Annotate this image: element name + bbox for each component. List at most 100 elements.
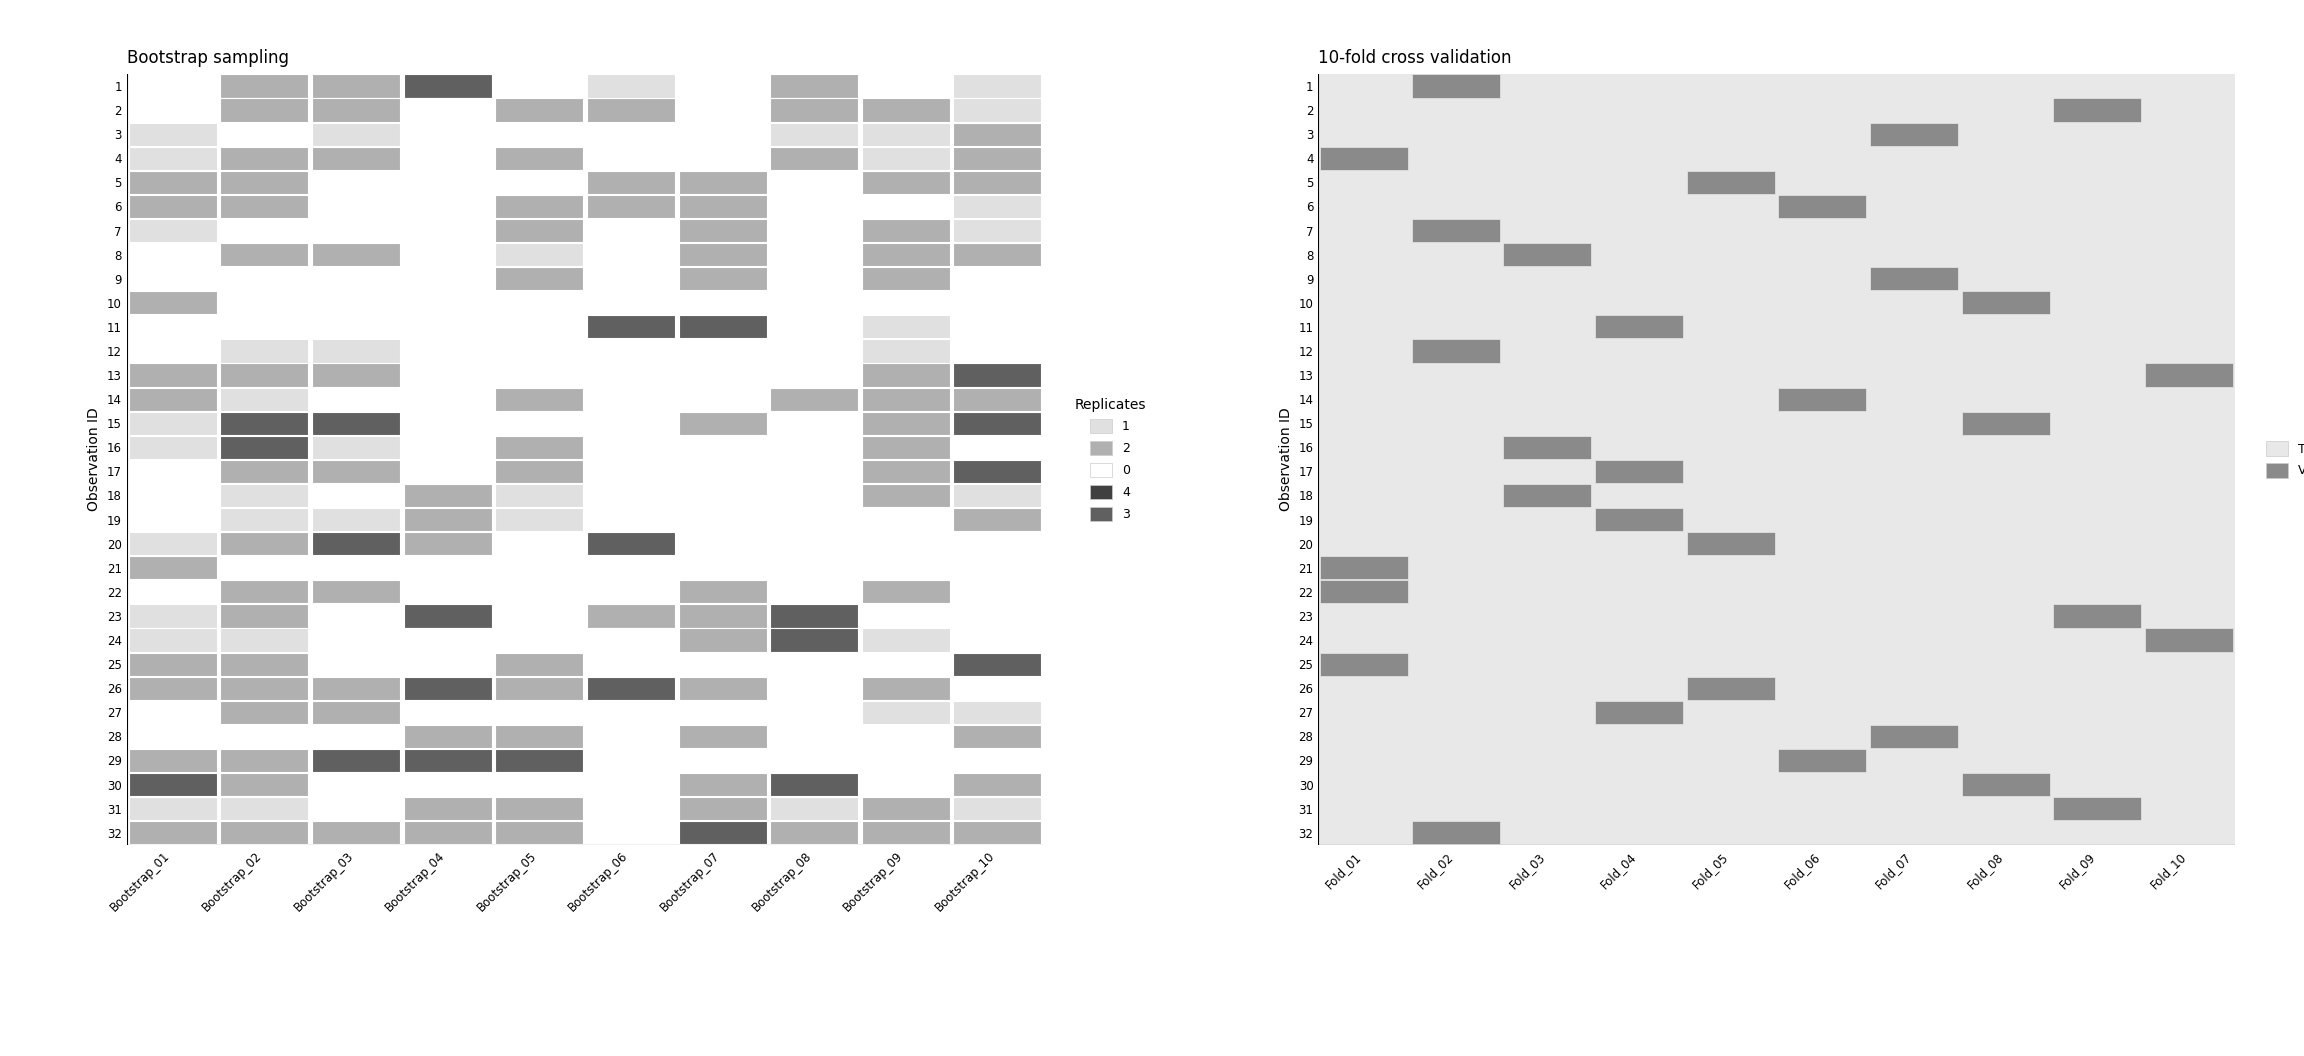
FancyBboxPatch shape — [1594, 508, 1684, 531]
FancyBboxPatch shape — [221, 773, 309, 796]
FancyBboxPatch shape — [588, 98, 675, 121]
FancyBboxPatch shape — [403, 484, 491, 507]
FancyBboxPatch shape — [862, 604, 949, 627]
FancyBboxPatch shape — [311, 581, 401, 603]
FancyBboxPatch shape — [954, 98, 1041, 121]
FancyBboxPatch shape — [954, 388, 1041, 411]
FancyBboxPatch shape — [862, 653, 949, 676]
FancyBboxPatch shape — [311, 628, 401, 652]
FancyBboxPatch shape — [677, 363, 767, 386]
FancyBboxPatch shape — [588, 147, 675, 170]
FancyBboxPatch shape — [954, 628, 1041, 652]
FancyBboxPatch shape — [770, 388, 857, 411]
FancyBboxPatch shape — [403, 243, 491, 266]
FancyBboxPatch shape — [129, 749, 217, 772]
Text: 10-fold cross validation: 10-fold cross validation — [1318, 49, 1511, 67]
FancyBboxPatch shape — [495, 459, 583, 483]
FancyBboxPatch shape — [403, 581, 491, 603]
FancyBboxPatch shape — [311, 363, 401, 386]
FancyBboxPatch shape — [862, 532, 949, 555]
FancyBboxPatch shape — [403, 74, 491, 97]
FancyBboxPatch shape — [862, 459, 949, 483]
FancyBboxPatch shape — [862, 243, 949, 266]
FancyBboxPatch shape — [588, 243, 675, 266]
FancyBboxPatch shape — [954, 701, 1041, 723]
FancyBboxPatch shape — [588, 508, 675, 531]
FancyBboxPatch shape — [588, 628, 675, 652]
FancyBboxPatch shape — [311, 74, 401, 97]
FancyBboxPatch shape — [770, 604, 857, 627]
FancyBboxPatch shape — [954, 339, 1041, 362]
FancyBboxPatch shape — [954, 243, 1041, 266]
FancyBboxPatch shape — [588, 773, 675, 796]
FancyBboxPatch shape — [311, 701, 401, 723]
FancyBboxPatch shape — [129, 604, 217, 627]
FancyBboxPatch shape — [495, 339, 583, 362]
FancyBboxPatch shape — [770, 243, 857, 266]
FancyBboxPatch shape — [862, 581, 949, 603]
FancyBboxPatch shape — [2053, 797, 2140, 821]
FancyBboxPatch shape — [954, 459, 1041, 483]
FancyBboxPatch shape — [1961, 773, 2051, 796]
FancyBboxPatch shape — [495, 267, 583, 290]
FancyBboxPatch shape — [221, 388, 309, 411]
FancyBboxPatch shape — [403, 147, 491, 170]
FancyBboxPatch shape — [221, 436, 309, 459]
FancyBboxPatch shape — [1687, 171, 1774, 194]
FancyBboxPatch shape — [770, 267, 857, 290]
FancyBboxPatch shape — [129, 724, 217, 748]
FancyBboxPatch shape — [770, 171, 857, 194]
FancyBboxPatch shape — [495, 219, 583, 242]
FancyBboxPatch shape — [677, 195, 767, 218]
FancyBboxPatch shape — [311, 724, 401, 748]
FancyBboxPatch shape — [588, 436, 675, 459]
FancyBboxPatch shape — [495, 171, 583, 194]
FancyBboxPatch shape — [495, 653, 583, 676]
FancyBboxPatch shape — [2145, 628, 2233, 652]
FancyBboxPatch shape — [403, 98, 491, 121]
FancyBboxPatch shape — [129, 195, 217, 218]
FancyBboxPatch shape — [221, 316, 309, 338]
FancyBboxPatch shape — [862, 74, 949, 97]
FancyBboxPatch shape — [221, 363, 309, 386]
FancyBboxPatch shape — [221, 484, 309, 507]
FancyBboxPatch shape — [677, 243, 767, 266]
FancyBboxPatch shape — [677, 797, 767, 821]
FancyBboxPatch shape — [770, 773, 857, 796]
FancyBboxPatch shape — [129, 291, 217, 315]
FancyBboxPatch shape — [677, 219, 767, 242]
FancyBboxPatch shape — [677, 339, 767, 362]
FancyBboxPatch shape — [1320, 581, 1408, 603]
FancyBboxPatch shape — [1961, 291, 2051, 315]
FancyBboxPatch shape — [588, 653, 675, 676]
FancyBboxPatch shape — [1871, 267, 1958, 290]
FancyBboxPatch shape — [495, 701, 583, 723]
FancyBboxPatch shape — [954, 581, 1041, 603]
FancyBboxPatch shape — [495, 243, 583, 266]
FancyBboxPatch shape — [403, 532, 491, 555]
FancyBboxPatch shape — [221, 653, 309, 676]
FancyBboxPatch shape — [677, 557, 767, 580]
FancyBboxPatch shape — [129, 388, 217, 411]
FancyBboxPatch shape — [677, 677, 767, 700]
FancyBboxPatch shape — [403, 797, 491, 821]
FancyBboxPatch shape — [311, 171, 401, 194]
FancyBboxPatch shape — [770, 797, 857, 821]
FancyBboxPatch shape — [1505, 243, 1592, 266]
FancyBboxPatch shape — [129, 412, 217, 435]
FancyBboxPatch shape — [588, 459, 675, 483]
FancyBboxPatch shape — [129, 243, 217, 266]
FancyBboxPatch shape — [129, 653, 217, 676]
FancyBboxPatch shape — [770, 147, 857, 170]
FancyBboxPatch shape — [495, 147, 583, 170]
FancyBboxPatch shape — [588, 724, 675, 748]
FancyBboxPatch shape — [588, 219, 675, 242]
FancyBboxPatch shape — [311, 749, 401, 772]
FancyBboxPatch shape — [1961, 412, 2051, 435]
FancyBboxPatch shape — [677, 98, 767, 121]
FancyBboxPatch shape — [588, 749, 675, 772]
FancyBboxPatch shape — [954, 291, 1041, 315]
FancyBboxPatch shape — [954, 532, 1041, 555]
FancyBboxPatch shape — [677, 724, 767, 748]
FancyBboxPatch shape — [954, 363, 1041, 386]
